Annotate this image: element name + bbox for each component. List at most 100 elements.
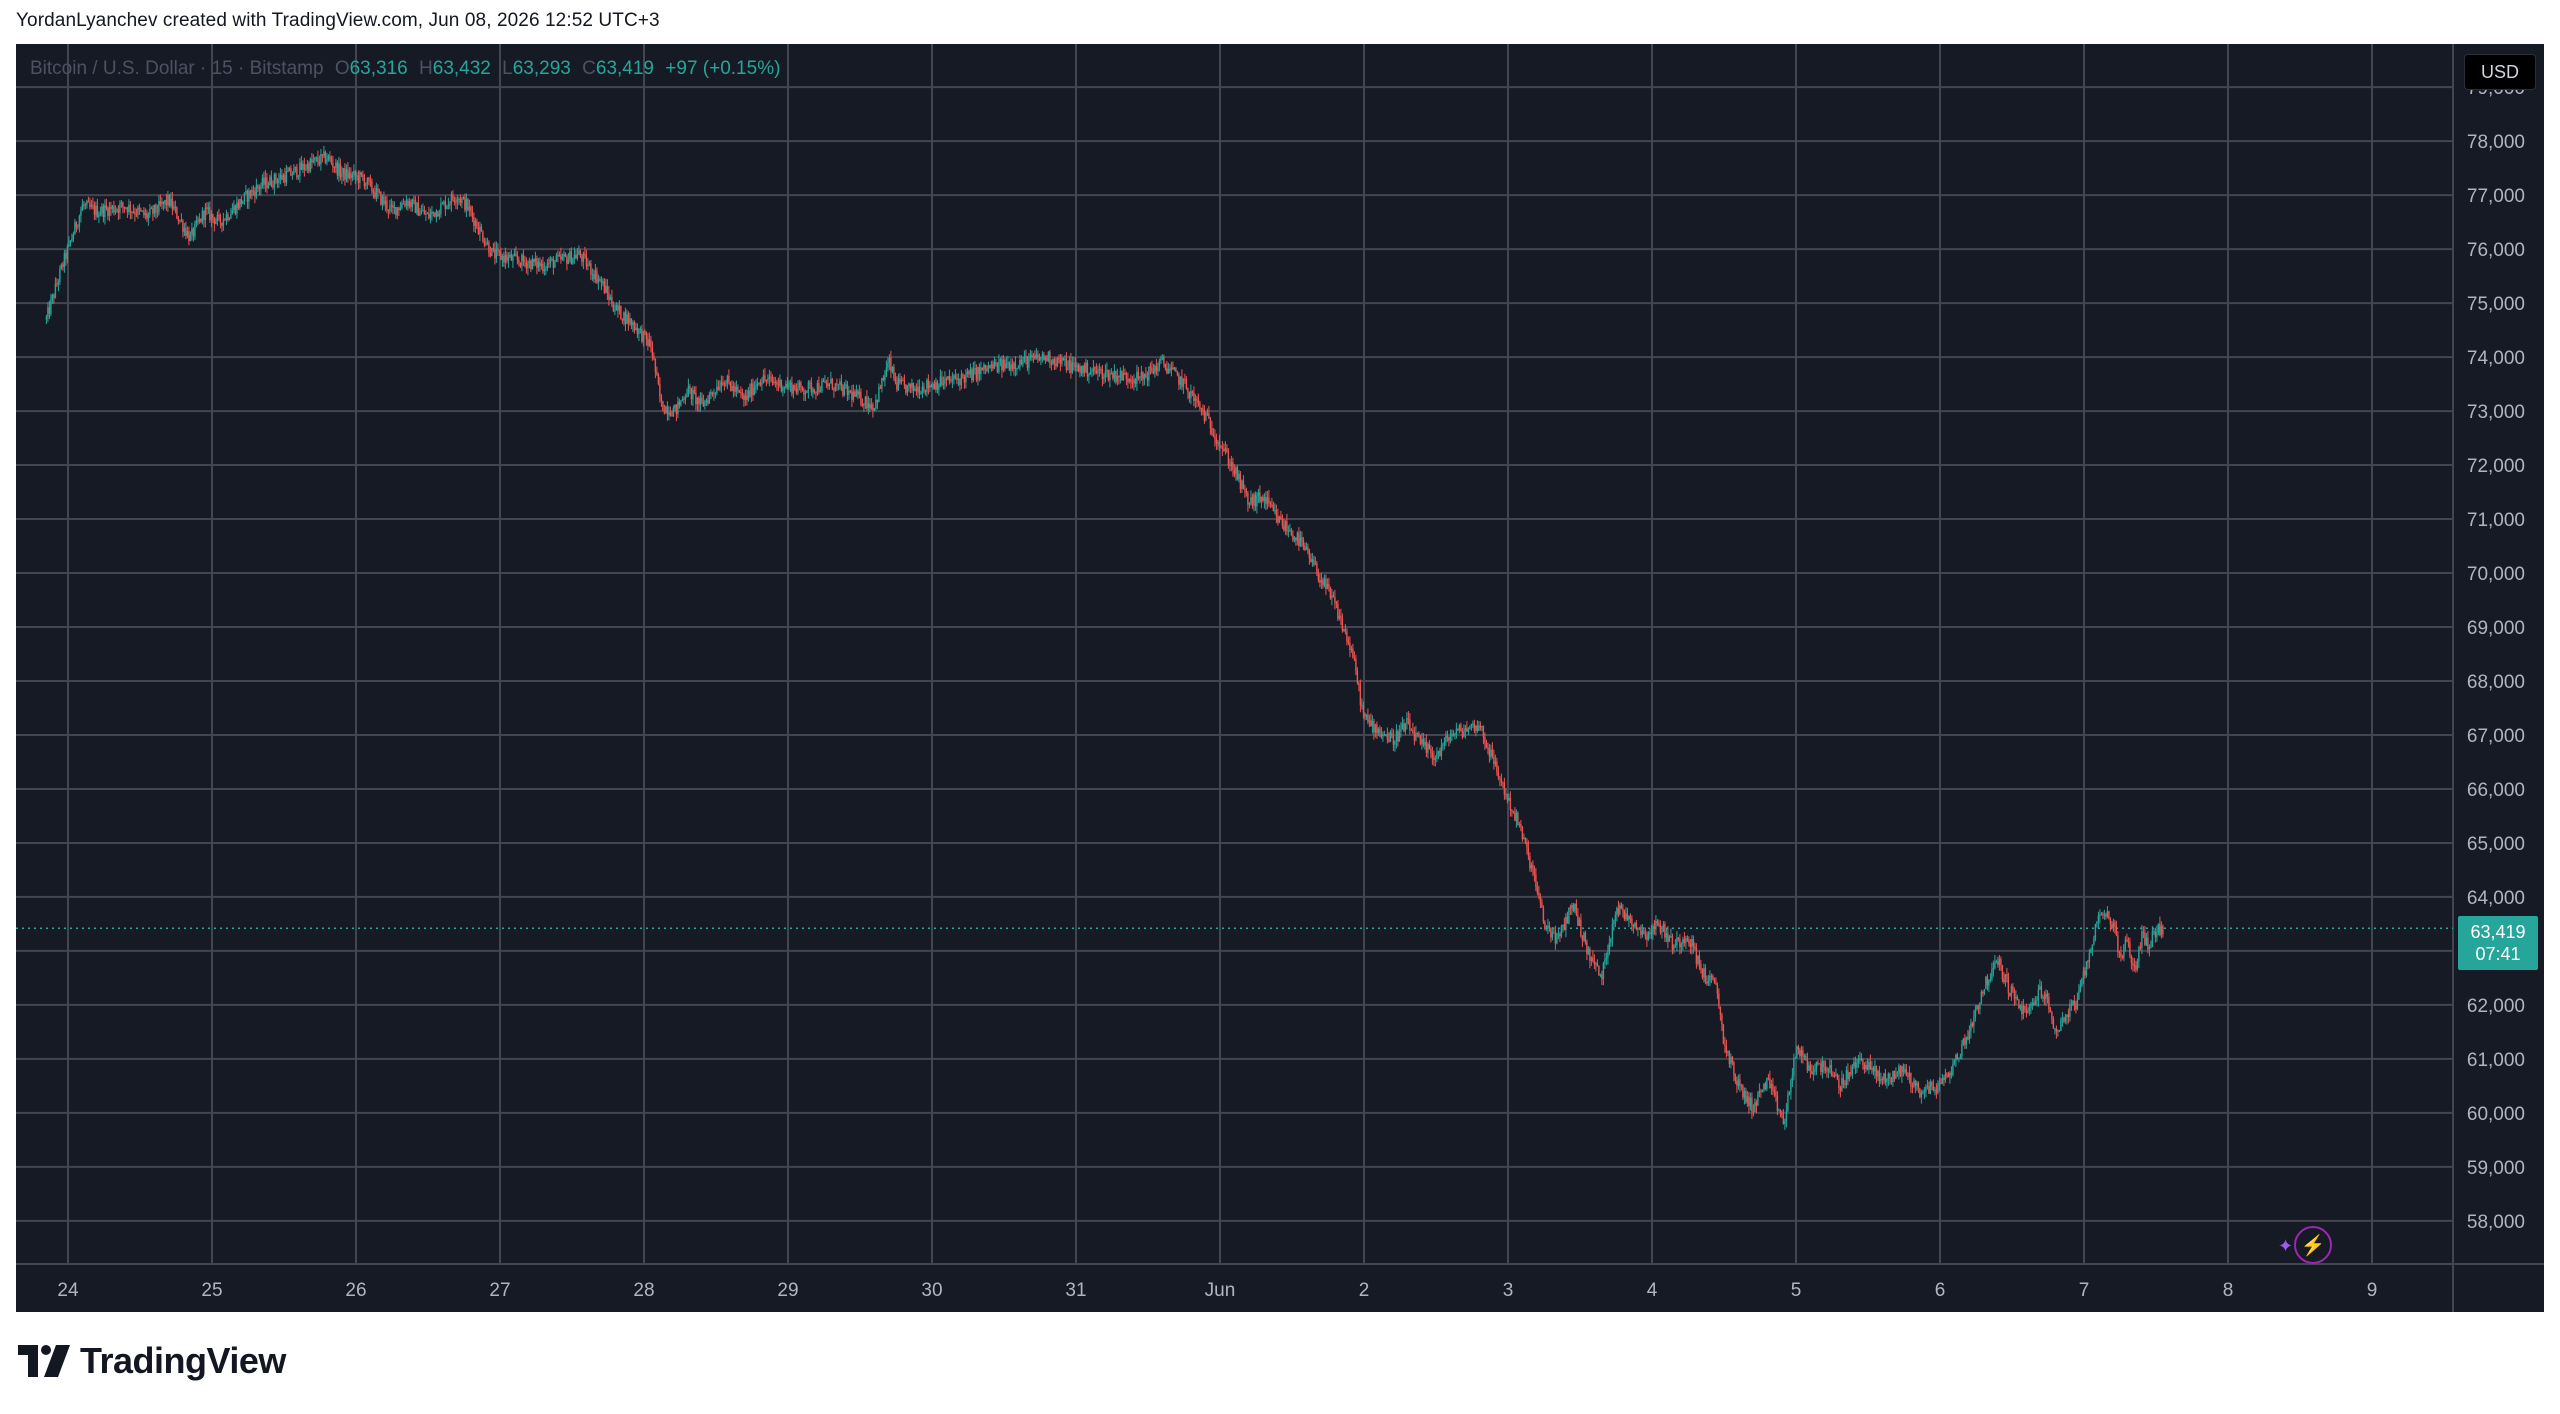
- candle-body: [2052, 1018, 2055, 1029]
- candle-body: [1656, 921, 1659, 924]
- candle-body: [1853, 1062, 1855, 1067]
- x-tick-label: 26: [345, 1280, 366, 1301]
- candle-body: [563, 254, 565, 257]
- tradingview-logo[interactable]: TradingView: [18, 1340, 286, 1382]
- candle-body: [1485, 742, 1488, 748]
- candle-body: [1725, 1045, 1728, 1053]
- candle-body: [938, 385, 940, 390]
- candle-body: [1871, 1067, 1873, 1070]
- candle-body: [1277, 516, 1279, 523]
- candle-body: [2082, 971, 2085, 979]
- currency-button[interactable]: USD: [2464, 54, 2536, 90]
- candle-body: [1733, 1062, 1735, 1076]
- candle-body: [2111, 924, 2113, 929]
- candle-body: [1128, 379, 1131, 382]
- candle-body: [279, 174, 282, 179]
- candle-body: [1868, 1061, 1870, 1070]
- x-tick-label: 30: [921, 1280, 942, 1301]
- candle-body: [1077, 365, 1080, 372]
- candle-body: [2069, 1004, 2071, 1017]
- symbol-legend[interactable]: Bitcoin / U.S. Dollar · 15 · Bitstamp O6…: [30, 58, 780, 80]
- candle-body: [1224, 448, 1227, 451]
- candle-body: [930, 385, 933, 387]
- candle-body: [1997, 961, 1999, 966]
- candle-body: [1839, 1088, 1842, 1091]
- candle-body: [204, 207, 207, 220]
- candle-body: [1226, 448, 1228, 453]
- candle-body: [696, 397, 699, 405]
- candle-body: [1661, 931, 1663, 933]
- candle-body: [533, 258, 535, 263]
- candle-body: [1145, 373, 1147, 377]
- candle-body: [56, 283, 58, 285]
- candle-body: [887, 362, 889, 368]
- candle-body: [1259, 492, 1261, 502]
- candle-body: [1173, 367, 1176, 370]
- candle-body: [684, 397, 687, 400]
- candle-body: [1007, 362, 1009, 364]
- candle-body: [585, 255, 588, 267]
- candle-body: [401, 203, 403, 209]
- candle-body: [1760, 1090, 1762, 1092]
- candle-body: [617, 305, 619, 311]
- candle-body: [705, 400, 708, 402]
- candle-body: [818, 383, 820, 392]
- candle-body: [1506, 794, 1509, 801]
- chart-panel[interactable]: 58,00059,00060,00061,00062,00063,00064,0…: [16, 44, 2544, 1312]
- candle-body: [2094, 924, 2097, 939]
- candle-body: [66, 246, 69, 260]
- candle-body: [1169, 369, 1171, 371]
- candle-body: [1811, 1071, 1813, 1074]
- candle-body: [956, 377, 958, 380]
- candle-body: [149, 208, 151, 215]
- candle-body: [147, 214, 150, 219]
- candle-body: [104, 205, 106, 218]
- candle-body: [342, 168, 345, 174]
- price-chart[interactable]: 58,00059,00060,00061,00062,00063,00064,0…: [16, 44, 2544, 1312]
- symbol-name[interactable]: Bitcoin / U.S. Dollar · 15 · Bitstamp: [30, 58, 324, 79]
- candle-body: [1941, 1077, 1944, 1084]
- candle-body: [1641, 930, 1644, 935]
- candle-body: [1547, 925, 1549, 928]
- candle-body: [75, 222, 78, 228]
- candle-body: [986, 368, 988, 371]
- candle-body: [1539, 895, 1542, 903]
- candle-body: [2090, 949, 2092, 953]
- high-value: 63,432: [432, 58, 491, 79]
- lightning-icon[interactable]: ⚡: [2294, 1226, 2332, 1264]
- candle-body: [1106, 369, 1108, 372]
- candle-body: [1203, 411, 1206, 421]
- candle-body: [377, 188, 379, 192]
- candle-body: [894, 377, 897, 383]
- candle-body: [72, 234, 75, 239]
- candle-body: [1373, 721, 1375, 733]
- candle-body: [897, 378, 900, 390]
- candle-body: [2007, 976, 2010, 993]
- candle-body: [210, 213, 213, 221]
- candle-body: [552, 258, 555, 268]
- candle-body: [812, 389, 814, 393]
- candle-body: [1404, 723, 1407, 732]
- candle-body: [329, 155, 331, 159]
- candle-body: [663, 410, 666, 414]
- candle-body: [1940, 1082, 1942, 1084]
- candle-body: [1217, 441, 1219, 444]
- candle-body: [123, 206, 126, 209]
- candle-body: [1112, 372, 1114, 379]
- candle-body: [1322, 580, 1324, 586]
- candle-body: [1874, 1066, 1876, 1072]
- candle-body: [1518, 823, 1521, 825]
- candle-body: [959, 379, 961, 386]
- high-label: H: [419, 58, 433, 79]
- candle-body: [1154, 366, 1156, 374]
- candle-body: [536, 258, 538, 268]
- candle-body: [2150, 947, 2152, 949]
- candle-body: [1464, 728, 1467, 732]
- candle-body: [1776, 1095, 1779, 1111]
- candle-body: [233, 205, 235, 210]
- candle-body: [2151, 931, 2154, 948]
- candle-body: [1439, 750, 1441, 756]
- candle-body: [707, 400, 709, 404]
- candle-body: [747, 390, 750, 400]
- candle-body: [702, 401, 705, 407]
